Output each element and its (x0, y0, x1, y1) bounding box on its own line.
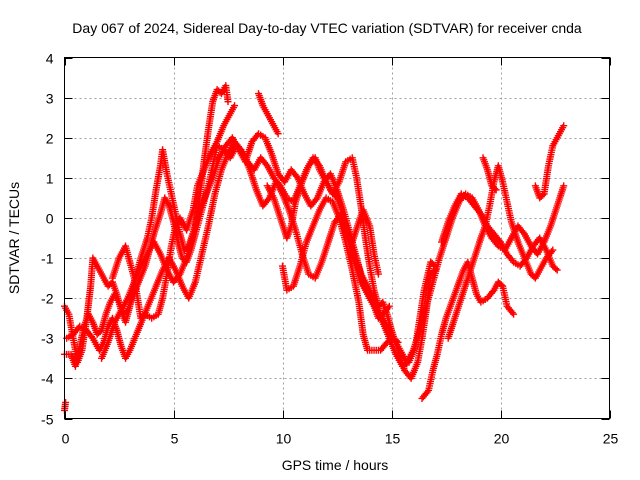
data-point (332, 192, 340, 200)
series-track-9 (279, 194, 402, 354)
y-tick-label: 0 (46, 211, 54, 227)
data-point (394, 338, 402, 346)
y-tick-label: 1 (46, 171, 54, 187)
y-tick-label: -1 (41, 251, 54, 267)
x-axis-label: GPS time / hours (282, 457, 389, 473)
data-points (61, 82, 568, 414)
data-point (292, 172, 300, 180)
series-track-13 (444, 162, 557, 342)
data-point (476, 208, 484, 216)
x-tick-label: 15 (385, 431, 401, 447)
data-point (508, 309, 516, 317)
data-point (385, 302, 393, 310)
tick-labels: 0 5 10 15 20 25 -5 -4 -3 -2 -1 0 1 2 3 4 (41, 51, 618, 447)
data-point (384, 304, 392, 312)
data-point (275, 180, 283, 188)
series-track-15 (531, 122, 568, 202)
data-point (552, 265, 560, 273)
data-point (175, 272, 183, 280)
data-point (231, 102, 239, 110)
x-tick-label: 20 (494, 431, 510, 447)
x-tick-label: 25 (603, 431, 619, 447)
data-point (519, 228, 527, 236)
data-point (430, 261, 438, 269)
data-point (374, 270, 382, 278)
x-tick-label: 5 (171, 431, 179, 447)
y-tick-label: -4 (41, 371, 54, 387)
y-tick-label: 4 (46, 51, 54, 67)
data-point (495, 236, 503, 244)
y-tick-label: 3 (46, 91, 54, 107)
data-point (489, 288, 497, 296)
data-point (423, 388, 431, 396)
series-track-8 (263, 154, 393, 322)
y-axis-label: SDTVAR / TECUs (6, 182, 22, 294)
series-track-10 (348, 206, 382, 278)
y-tick-label: -2 (41, 291, 54, 307)
data-point (560, 182, 568, 190)
data-point (431, 262, 439, 270)
data-point (224, 98, 232, 106)
plot-frame (64, 57, 610, 419)
series-track-11 (418, 258, 518, 402)
data-point (274, 130, 282, 138)
data-point (560, 122, 568, 130)
data-point (62, 398, 70, 406)
data-point (497, 281, 505, 289)
chart-title: Day 067 of 2024, Sidereal Day-to-day VTE… (72, 20, 582, 36)
data-point (430, 267, 438, 275)
data-point (553, 266, 561, 274)
data-point (491, 185, 499, 193)
data-point (548, 248, 556, 256)
y-tick-label: -3 (41, 331, 54, 347)
x-tick-label: 0 (62, 431, 70, 447)
series-track-14 (479, 154, 500, 194)
data-point (549, 246, 557, 254)
y-tick-label: 2 (46, 131, 54, 147)
data-point (492, 186, 500, 194)
data-point (510, 310, 518, 318)
x-tick-label: 10 (276, 431, 292, 447)
data-point (88, 333, 96, 341)
data-point (264, 195, 272, 203)
data-point (312, 195, 320, 203)
data-point (262, 160, 270, 168)
y-tick-label: -5 (41, 412, 54, 428)
axis-ticks (64, 57, 611, 420)
series-track-6 (108, 102, 239, 322)
data-point (393, 337, 401, 345)
series-track-7 (255, 90, 282, 138)
